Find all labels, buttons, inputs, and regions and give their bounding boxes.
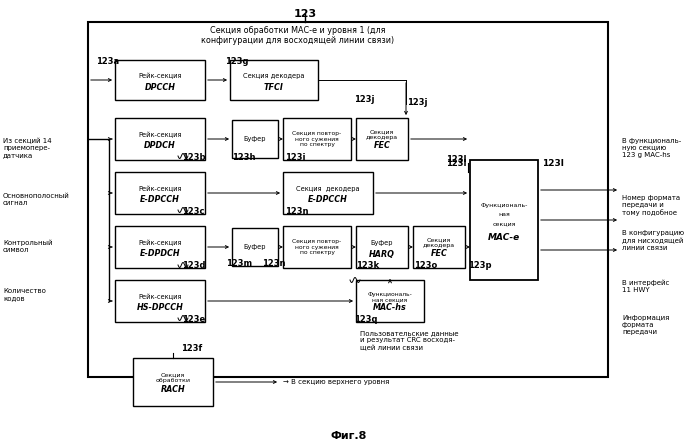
Text: Секция
обработки: Секция обработки [155,373,191,384]
Text: Рейк-секция: Рейк-секция [138,132,182,138]
Text: 123p: 123p [468,261,491,270]
Text: Информация
формата
передачи: Информация формата передачи [622,315,670,335]
Text: 123d: 123d [182,261,206,270]
Text: Буфер: Буфер [244,244,266,250]
Text: Секция
декодера: Секция декодера [423,238,455,249]
Text: 123l: 123l [542,159,564,168]
Text: Контрольный
символ: Контрольный символ [3,240,52,253]
Bar [232,228,278,266]
Text: Рейк-секция: Рейк-секция [138,294,182,300]
Text: В интерфейс
11 HWY: В интерфейс 11 HWY [622,280,670,294]
Text: Рейк-секция: Рейк-секция [138,73,182,79]
Text: E-DPCCH: E-DPCCH [308,195,348,204]
Text: секция: секция [492,222,516,227]
Text: 123o: 123o [414,261,438,270]
Bar [115,280,205,322]
Text: Количество
кодов: Количество кодов [3,288,46,301]
Text: 123q: 123q [354,315,377,324]
Text: DPDCH: DPDCH [144,142,176,151]
Text: Буфер: Буфер [370,240,394,246]
Bar [115,118,205,160]
Bar [413,226,465,268]
Text: RACH: RACH [161,384,185,393]
Text: 123l: 123l [447,156,467,164]
Text: 123m: 123m [226,258,252,267]
Text: E-DPCCH: E-DPCCH [140,195,180,204]
Text: E-DPDCH: E-DPDCH [140,249,180,258]
Text: Основнополосный
сигнал: Основнополосный сигнал [3,193,70,206]
Text: Функциональ-
ная секция: Функциональ- ная секция [368,291,412,303]
Text: HARQ: HARQ [369,249,395,258]
Text: 123h: 123h [232,152,256,161]
Text: HS-DPCCH: HS-DPCCH [136,304,183,312]
Text: Буфер: Буфер [244,136,266,142]
Text: 123j: 123j [354,95,375,104]
Text: TFCI: TFCI [264,83,284,92]
Text: В функциональ-
ную секцию
123 g МАС-hs: В функциональ- ную секцию 123 g МАС-hs [622,138,682,158]
Bar [115,60,205,100]
Text: 123g: 123g [225,58,249,67]
Text: Секция обработки МАС-е и уровня 1 (для
конфигурации для восходящей линии связи): Секция обработки МАС-е и уровня 1 (для к… [201,26,394,46]
Bar [115,226,205,268]
Bar [133,358,213,406]
Text: Номер формата
передачи и
тому подобное: Номер формата передачи и тому подобное [622,195,680,216]
Text: FEC: FEC [431,249,447,258]
Text: 123j: 123j [407,98,428,107]
Text: 123f: 123f [181,344,203,353]
Text: 123: 123 [294,9,317,19]
Text: 123n: 123n [262,258,285,267]
Text: Рейк-секция: Рейк-секция [138,186,182,192]
Text: Секция  декодера: Секция декодера [296,186,360,192]
Text: ная: ная [498,212,510,218]
Text: Функциональ-: Функциональ- [480,203,528,208]
Text: 123n: 123n [285,207,308,215]
Bar [283,172,373,214]
Text: Из секций 14
приемопере-
датчика: Из секций 14 приемопере- датчика [3,138,52,159]
Text: FEC: FEC [373,142,391,151]
Bar [232,120,278,158]
Text: 123a: 123a [96,58,119,67]
Text: Рейк-секция: Рейк-секция [138,240,182,246]
Bar [356,226,408,268]
Text: 123l: 123l [447,159,467,168]
Text: Секция декодера: Секция декодера [243,73,305,79]
Bar [356,118,408,160]
Text: → В секцию верхнего уровня: → В секцию верхнего уровня [283,379,389,385]
Text: 123c: 123c [182,207,205,215]
Text: DPCCH: DPCCH [145,83,175,92]
Text: Фиг.8: Фиг.8 [331,431,367,441]
Text: 123i: 123i [285,152,305,161]
Text: Секция повтор-
ного сужения
по спектру: Секция повтор- ного сужения по спектру [292,239,342,255]
Text: 123k: 123k [356,261,379,270]
Text: Секция
декодера: Секция декодера [366,130,398,140]
Text: Пользовательские данные
и результат CRC восходя-
щей линии связи: Пользовательские данные и результат CRC … [360,330,459,350]
Bar [356,280,424,322]
Bar [283,118,351,160]
Text: 123e: 123e [182,315,206,324]
Bar [115,172,205,214]
Text: MAC-e: MAC-e [488,232,520,241]
Text: 123b: 123b [182,152,206,161]
Text: MAC-hs: MAC-hs [373,304,407,312]
Bar [283,226,351,268]
Text: В конфигурацию
для нисходящей
линии связи: В конфигурацию для нисходящей линии связ… [622,230,684,251]
Bar [88,22,608,377]
Bar [470,160,538,280]
Text: Секция повтор-
ного сужения
по спектру: Секция повтор- ного сужения по спектру [292,131,342,148]
Bar [230,60,318,100]
